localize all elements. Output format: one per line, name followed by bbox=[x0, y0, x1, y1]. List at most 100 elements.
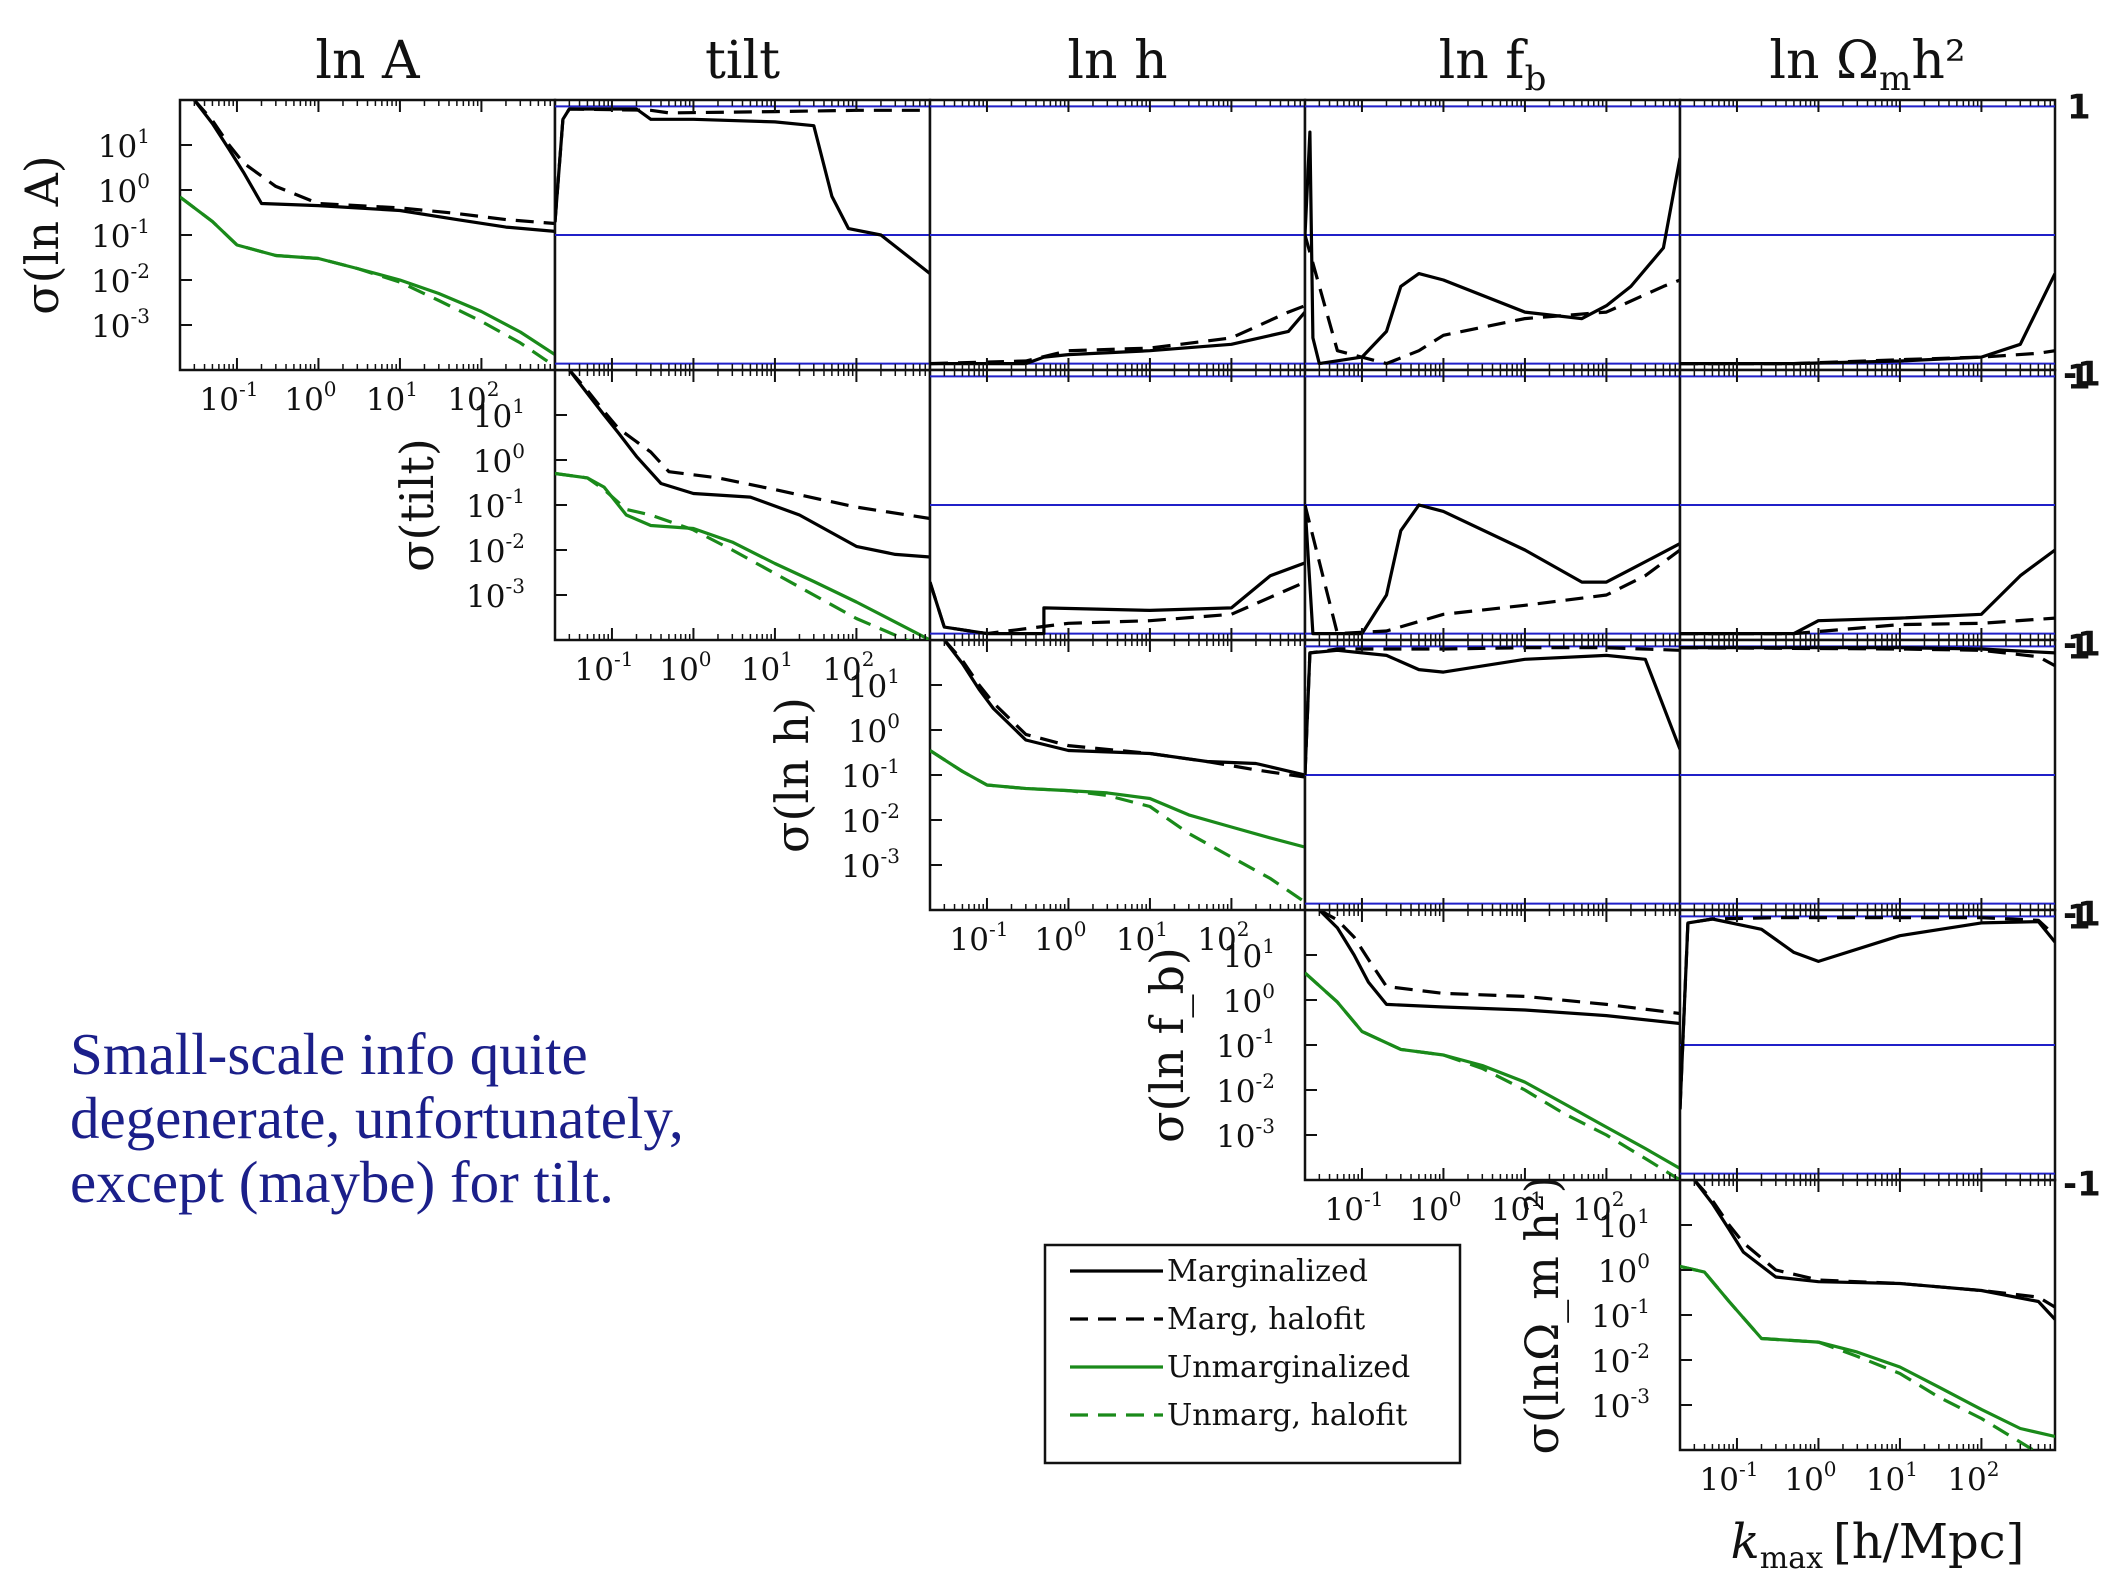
x-tick-label: 10-1 bbox=[1324, 1187, 1383, 1228]
panel-frame bbox=[1678, 1178, 2057, 1452]
column-title: ln h bbox=[1067, 31, 1167, 91]
series-marg-halofit bbox=[1305, 234, 1680, 366]
corr-tick-label: 1 bbox=[2067, 897, 2091, 937]
column-title: ln A bbox=[315, 31, 421, 91]
correlation-panel: 1 -1 bbox=[1678, 897, 2101, 1205]
series-marg-halofit bbox=[193, 100, 555, 226]
x-tick-label: 100 bbox=[659, 647, 711, 688]
y-tick-label: 10-3 bbox=[841, 844, 900, 885]
series-marginalized bbox=[943, 640, 1305, 777]
series-marg-halofit bbox=[1318, 910, 1680, 1016]
series-marginalized bbox=[568, 370, 930, 559]
x-tick-label: 10-1 bbox=[949, 917, 1008, 958]
diagonal-ylabel: σ(lnΩ_m h²) bbox=[1515, 1175, 1569, 1454]
series-marginalized bbox=[1305, 648, 1680, 776]
series-marg-halofit bbox=[1693, 1180, 2055, 1309]
legend-box bbox=[1043, 1243, 1462, 1465]
series-marginalized bbox=[1693, 1180, 2055, 1321]
caption-line: Small-scale info quite bbox=[70, 1021, 588, 1087]
y-tick-label: 100 bbox=[473, 439, 525, 480]
series-marg-halofit bbox=[930, 580, 1305, 636]
x-tick-label: 100 bbox=[1034, 917, 1086, 958]
y-tick-label: 10-3 bbox=[91, 304, 150, 345]
series-unmarginalized bbox=[555, 471, 930, 640]
corr-tick-label: -1 bbox=[2063, 355, 2101, 395]
y-tick-label: 101 bbox=[1223, 934, 1275, 975]
series-marg-halofit bbox=[943, 640, 1305, 779]
correlation-panel bbox=[928, 98, 1307, 372]
x-tick-label: 100 bbox=[1784, 1457, 1836, 1498]
x-tick-label: 10-1 bbox=[1699, 1457, 1758, 1498]
series-unmarg-halofit bbox=[1680, 1264, 2037, 1450]
y-tick-label: 100 bbox=[1598, 1249, 1650, 1290]
x-tick-label: 101 bbox=[741, 647, 793, 688]
caption: Small-scale info quite degenerate, unfor… bbox=[70, 1022, 870, 1214]
corr-tick-label: -1 bbox=[2063, 1165, 2101, 1205]
series-marginalized bbox=[1680, 548, 2055, 636]
y-tick-label: 101 bbox=[473, 394, 525, 435]
legend-label: Marginalized bbox=[1167, 1254, 1368, 1289]
column-title: ln fb bbox=[1439, 31, 1547, 99]
x-tick-label: 10-1 bbox=[199, 377, 258, 418]
legend-label: Unmarginalized bbox=[1167, 1350, 1410, 1385]
legend-label: Unmarg, halofit bbox=[1167, 1398, 1407, 1433]
series-marginalized bbox=[555, 107, 930, 275]
correlation-panel bbox=[1303, 98, 1682, 372]
y-tick-label: 10-2 bbox=[1591, 1339, 1650, 1380]
x-tick-label: 101 bbox=[1866, 1457, 1918, 1498]
x-tick-label: 102 bbox=[1947, 1457, 1999, 1498]
series-marg-halofit bbox=[930, 304, 1305, 366]
y-tick-label: 101 bbox=[1598, 1204, 1650, 1245]
panel-frame bbox=[553, 368, 932, 642]
y-tick-label: 10-3 bbox=[1216, 1114, 1275, 1155]
y-tick-label: 10-2 bbox=[841, 799, 900, 840]
legend: Marginalized Marg, halofit Unmarginalized U… bbox=[1043, 1243, 1462, 1465]
y-tick-label: 100 bbox=[1223, 979, 1275, 1020]
correlation-panel bbox=[553, 98, 932, 372]
y-tick-label: 10-1 bbox=[1216, 1024, 1275, 1065]
y-tick-label: 10-3 bbox=[1591, 1384, 1650, 1425]
series-marg-halofit bbox=[555, 107, 930, 223]
corr-tick-label: -1 bbox=[2063, 625, 2101, 665]
series-marginalized bbox=[1680, 917, 2055, 1110]
x-tick-label: 10-1 bbox=[574, 647, 633, 688]
correlation-panel bbox=[928, 368, 1307, 642]
correlation-panel: 1-1 bbox=[1678, 87, 2101, 395]
series-unmarginalized bbox=[1680, 1264, 2055, 1439]
series-marginalized bbox=[1305, 503, 1680, 636]
correlation-panel: 1-1 bbox=[1678, 627, 2101, 935]
series-marg-halofit bbox=[568, 370, 930, 521]
panel-frame bbox=[178, 98, 557, 372]
column-title: ln Ωmh² bbox=[1769, 31, 1965, 99]
y-tick-label: 10-1 bbox=[1591, 1294, 1650, 1335]
diagonal-ylabel: σ(tilt) bbox=[390, 438, 444, 572]
column-title: tilt bbox=[705, 31, 780, 91]
series-marginalized bbox=[930, 311, 1305, 366]
corr-tick-label: 1 bbox=[2067, 357, 2091, 397]
y-tick-label: 10-3 bbox=[466, 574, 525, 615]
x-tick-label: 100 bbox=[284, 377, 336, 418]
diagonal-ylabel: σ(ln f_b) bbox=[1140, 947, 1194, 1143]
series-marginalized bbox=[1305, 130, 1680, 366]
corr-tick-label: 1 bbox=[2067, 627, 2091, 667]
x-axis-title: kmax [h/Mpc] bbox=[1731, 1514, 2025, 1573]
caption-line: except (maybe) for tilt. bbox=[70, 1149, 614, 1215]
x-tick-label: 102 bbox=[447, 377, 499, 418]
series-marginalized bbox=[1318, 910, 1680, 1026]
y-tick-label: 10-1 bbox=[841, 754, 900, 795]
y-tick-label: 101 bbox=[848, 664, 900, 705]
y-tick-label: 10-2 bbox=[91, 259, 150, 300]
legend-label: Marg, halofit bbox=[1167, 1302, 1365, 1337]
diagonal-ylabel: σ(ln h) bbox=[765, 697, 819, 853]
corr-tick-label: 1 bbox=[2067, 87, 2091, 127]
correlation-panel bbox=[1303, 368, 1682, 642]
correlation-panel: 1-1 bbox=[1678, 357, 2101, 665]
y-tick-label: 10-2 bbox=[466, 529, 525, 570]
series-unmarginalized bbox=[930, 749, 1305, 849]
series-marginalized bbox=[930, 561, 1305, 636]
